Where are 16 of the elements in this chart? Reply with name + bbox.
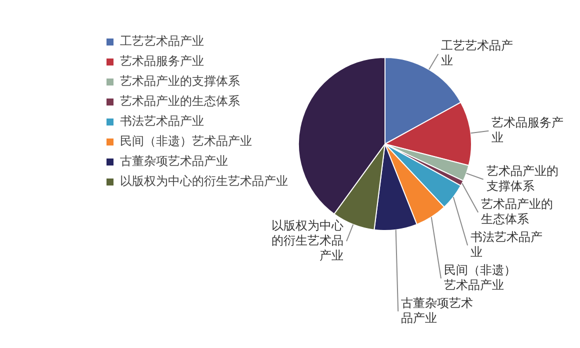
legend-label: 民间（非遗）艺术品产业	[120, 134, 252, 148]
slice-label: 民间（非遗）艺术品产业	[444, 263, 516, 292]
legend-label: 艺术品产业的生态体系	[120, 94, 240, 108]
legend-label: 古董杂项艺术品产业	[120, 154, 228, 168]
slice-label: 以版权为中心的衍生艺术品产业	[272, 218, 344, 262]
slice-label: 工艺艺术品产业	[441, 38, 514, 68]
slice-label: 古董杂项艺术品产业	[401, 296, 474, 326]
legend-label: 艺术品产业的支撑体系	[120, 74, 240, 88]
legend-label: 以版权为中心的衍生艺术品产业	[120, 174, 288, 188]
slice-label: 艺术品服务产业	[492, 116, 564, 145]
slice-label: 艺术品产业的生态体系	[481, 197, 554, 226]
legend-label: 工艺艺术品产业	[120, 34, 204, 48]
legend-label: 书法艺术品产业	[120, 114, 204, 128]
slice-label: 艺术品产业的支撑体系	[486, 164, 558, 194]
slice-label: 书法艺术品产业	[470, 230, 543, 260]
legend-label: 艺术品服务产业	[120, 54, 204, 68]
